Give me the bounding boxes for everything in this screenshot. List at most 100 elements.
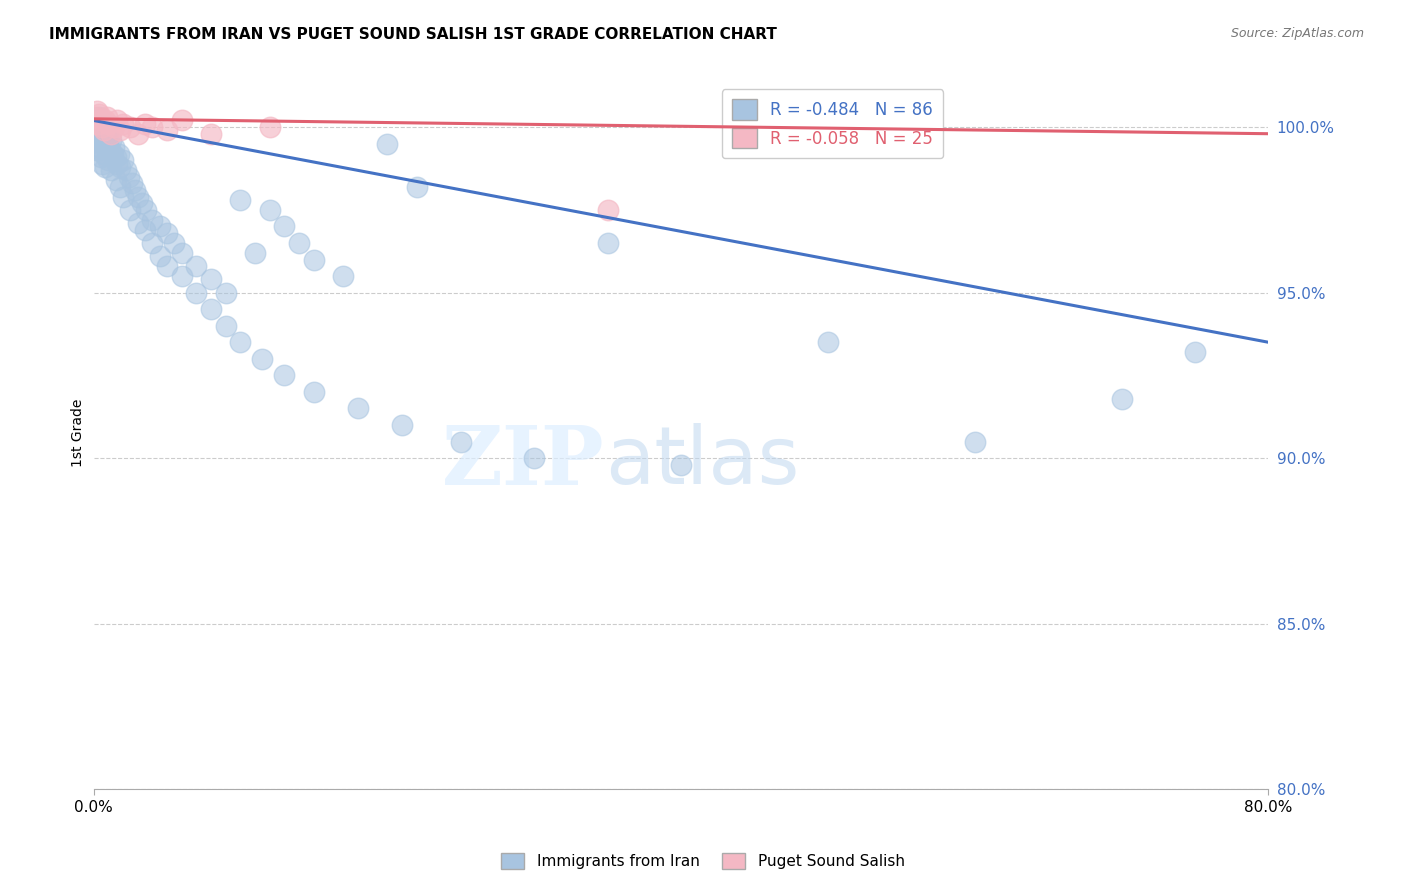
Point xyxy=(87,117,110,131)
Text: IMMIGRANTS FROM IRAN VS PUGET SOUND SALISH 1ST GRADE CORRELATION CHART: IMMIGRANTS FROM IRAN VS PUGET SOUND SALI… xyxy=(49,27,778,42)
Point xyxy=(87,133,110,147)
Point xyxy=(93,136,115,151)
Point xyxy=(97,117,120,131)
Point xyxy=(111,117,134,131)
Text: Source: ZipAtlas.com: Source: ZipAtlas.com xyxy=(1230,27,1364,40)
Point xyxy=(332,268,354,283)
Point xyxy=(107,146,129,161)
Point xyxy=(200,302,222,317)
Point xyxy=(111,189,134,203)
Point xyxy=(94,113,117,128)
Point xyxy=(156,123,179,137)
Point xyxy=(405,179,427,194)
Point xyxy=(156,259,179,273)
Point xyxy=(186,285,208,300)
Point xyxy=(91,120,114,134)
Point xyxy=(149,249,172,263)
Point xyxy=(97,153,120,168)
Point xyxy=(450,434,472,449)
Point xyxy=(391,417,413,432)
Point xyxy=(135,202,157,217)
Point xyxy=(118,169,141,184)
Point xyxy=(111,153,134,168)
Point xyxy=(89,107,111,121)
Text: ZIP: ZIP xyxy=(441,422,605,502)
Point xyxy=(259,202,281,217)
Point xyxy=(89,140,111,154)
Point xyxy=(86,103,108,118)
Text: atlas: atlas xyxy=(605,423,799,500)
Point xyxy=(93,123,115,137)
Point xyxy=(252,351,274,366)
Point xyxy=(86,127,108,141)
Point xyxy=(347,401,370,416)
Point xyxy=(108,123,131,137)
Point xyxy=(134,117,156,131)
Legend: Immigrants from Iran, Puget Sound Salish: Immigrants from Iran, Puget Sound Salish xyxy=(495,847,911,875)
Point xyxy=(84,120,107,134)
Point xyxy=(91,156,114,170)
Point xyxy=(375,136,398,151)
Point xyxy=(131,196,153,211)
Point xyxy=(229,335,252,350)
Point xyxy=(115,163,138,178)
Point xyxy=(124,183,146,197)
Point xyxy=(200,272,222,286)
Point xyxy=(817,335,839,350)
Point xyxy=(98,143,121,157)
Point xyxy=(86,143,108,157)
Legend: R = -0.484   N = 86, R = -0.058   N = 25: R = -0.484 N = 86, R = -0.058 N = 25 xyxy=(721,89,943,159)
Point xyxy=(93,146,115,161)
Point xyxy=(89,120,111,134)
Point xyxy=(596,202,619,217)
Point xyxy=(127,189,149,203)
Point xyxy=(93,127,115,141)
Point xyxy=(302,384,325,399)
Point xyxy=(94,140,117,154)
Point xyxy=(243,246,266,260)
Point xyxy=(200,127,222,141)
Point xyxy=(108,179,131,194)
Point xyxy=(100,163,122,178)
Point xyxy=(97,136,120,151)
Point xyxy=(523,451,546,466)
Point xyxy=(141,212,163,227)
Point xyxy=(91,133,114,147)
Point xyxy=(127,127,149,141)
Point xyxy=(104,150,127,164)
Point xyxy=(817,120,839,134)
Point xyxy=(105,113,128,128)
Point xyxy=(90,117,112,131)
Point xyxy=(273,368,295,383)
Point xyxy=(1111,392,1133,406)
Point xyxy=(186,259,208,273)
Point xyxy=(170,113,193,128)
Point xyxy=(101,146,124,161)
Point xyxy=(141,120,163,134)
Point xyxy=(669,458,692,472)
Point xyxy=(91,120,114,134)
Point xyxy=(90,113,112,128)
Point xyxy=(86,117,108,131)
Point xyxy=(120,202,142,217)
Point xyxy=(103,140,125,154)
Point xyxy=(596,235,619,250)
Point xyxy=(288,235,311,250)
Point xyxy=(215,318,238,333)
Point xyxy=(89,130,111,145)
Point xyxy=(121,177,143,191)
Point xyxy=(163,235,186,250)
Point xyxy=(84,113,107,128)
Point xyxy=(156,226,179,240)
Point xyxy=(302,252,325,267)
Point xyxy=(100,133,122,147)
Point xyxy=(84,110,107,124)
Point xyxy=(170,246,193,260)
Point xyxy=(259,120,281,134)
Point xyxy=(215,285,238,300)
Point xyxy=(96,110,118,124)
Point xyxy=(108,160,131,174)
Point xyxy=(149,219,172,234)
Point xyxy=(105,156,128,170)
Point xyxy=(170,268,193,283)
